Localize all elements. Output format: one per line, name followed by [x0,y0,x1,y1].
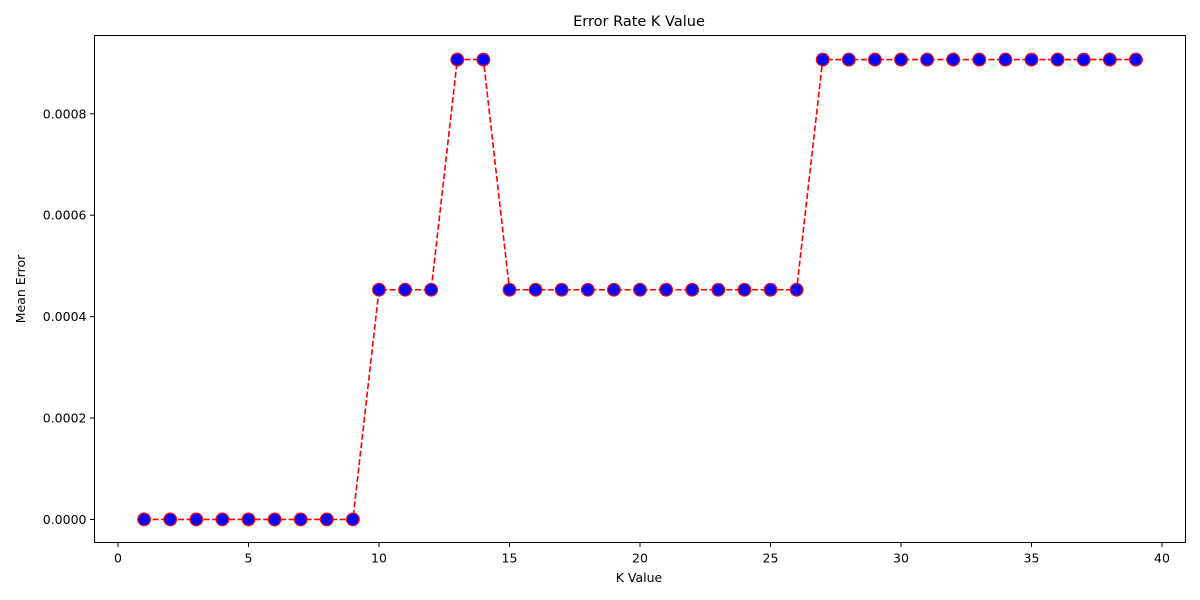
data-point [398,282,412,297]
data-point [633,282,647,297]
data-point [1076,52,1091,67]
y-tick-label: 0.0008 [43,106,87,121]
data-point [659,282,674,297]
x-tick-label: 10 [371,551,387,566]
chart-title: Error Rate K Value [573,14,705,30]
data-point [815,52,830,67]
data-point [372,282,386,297]
data-point [1024,52,1039,67]
data-point [737,282,752,297]
x-axis: 0 5 10 15 20 25 30 35 40 [114,542,1170,566]
y-tick-label: 0.0000 [43,512,87,527]
data-point [424,282,439,297]
x-tick-label: 40 [1154,551,1170,566]
data-point [1129,52,1143,67]
data-point [685,282,700,297]
data-point [946,52,961,67]
x-axis-label: K Value [616,570,663,585]
data-point [606,282,621,297]
x-tick-label: 5 [245,551,253,566]
data-point [528,282,543,297]
x-tick-label: 30 [893,551,909,566]
data-point [241,512,256,527]
mean-error-line [144,58,1136,521]
x-tick-label: 0 [114,551,122,566]
data-point [789,282,804,297]
data-point [163,512,178,527]
mean-error-markers [137,52,1143,527]
x-tick-label: 15 [502,551,518,566]
data-point [137,512,151,527]
data-point [711,282,726,297]
data-point [841,52,856,67]
data-point [763,282,778,297]
data-point [998,52,1013,67]
data-point [215,512,230,527]
data-point [894,52,908,67]
x-tick-label: 25 [763,551,779,566]
x-tick-label: 35 [1024,551,1040,566]
y-tick-label: 0.0004 [43,309,87,324]
data-point [293,512,308,527]
data-point [554,282,569,297]
data-point [267,512,282,527]
data-point [345,512,360,527]
data-point [502,282,517,297]
y-tick-label: 0.0006 [43,208,87,223]
data-point [189,512,204,527]
data-point [450,52,465,67]
y-axis-label: Mean Error [13,254,28,323]
data-point [580,282,595,297]
data-point [476,52,491,67]
data-point [1102,52,1117,67]
data-point [920,52,935,67]
data-point [972,52,987,67]
data-point [868,52,882,67]
data-point [319,512,334,527]
y-axis: 0.0000 0.0002 0.0004 0.0006 0.0008 [43,106,95,527]
x-tick-label: 20 [632,551,648,566]
y-tick-label: 0.0002 [43,411,87,426]
data-point [1050,52,1065,67]
